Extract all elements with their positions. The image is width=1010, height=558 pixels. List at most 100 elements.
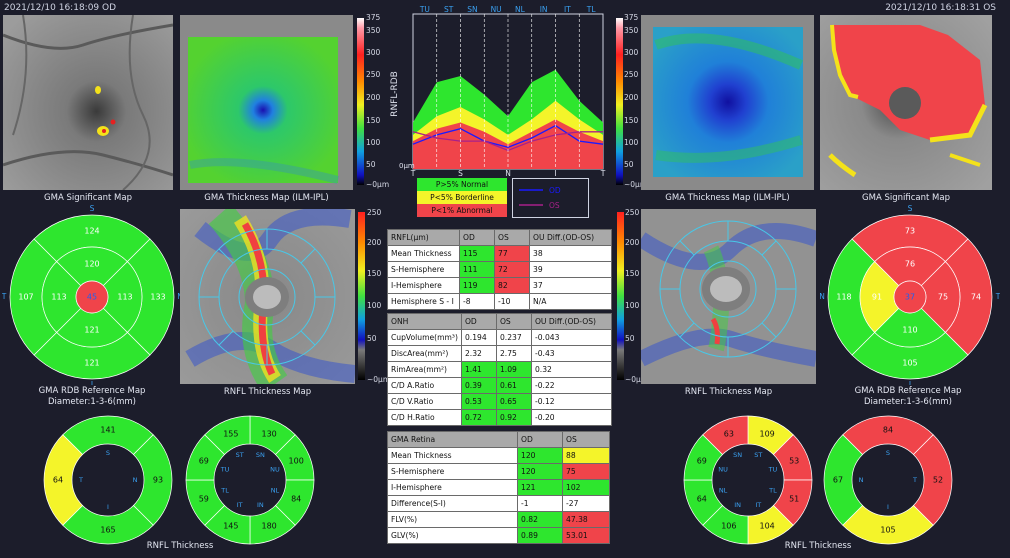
rdb-sector-label: SN [467,6,477,14]
row-label: DiscArea(mm²) [387,345,462,362]
rnfl-ring-label: S [106,449,110,457]
od-rnfl-quadrant-ring[interactable]: 141 S 93 N 165 I 64 T [40,412,176,552]
od-cell: 1.41 [460,361,497,378]
rnfl-ring-label: NL [719,486,728,494]
rdb-sector-label: IT [564,6,571,14]
rnfl-ring-value: 69 [697,456,707,465]
od-gma-significant-map[interactable] [3,15,173,190]
rnfl-ring-value: 106 [721,522,736,531]
etdrs-inner-value: 120 [84,260,99,269]
etdrs-center[interactable] [893,280,927,314]
os-rnfl-thickness-map[interactable] [641,209,816,384]
rdb-x-tick: T [410,169,416,178]
od-gma-thickness-map[interactable] [180,15,353,190]
rnfl-ring-label: SN [733,451,742,459]
rnfl-ring-value: 165 [100,526,115,535]
os-cell: 75 [562,463,610,480]
rdb-x-tick: N [505,169,511,178]
header-cell: GMA Retina [387,431,518,448]
rnfl-table: RNFL(μm) OD OS OU Diff.(OD-OS) Mean Thic… [387,229,612,310]
od-etdrs-grid[interactable]: 120 113 121 113 124 133 121 107 45 S N I T [1,204,183,389]
os-cell: -27 [562,495,610,512]
row-label: I-Hemisphere [387,479,518,496]
row-label: C/D A.Ratio [387,377,462,394]
row-label: S-Hemisphere [387,261,460,278]
table-row: Mean Thickness 115 77 38 [387,245,612,262]
row-label: S-Hemisphere [387,463,518,480]
etdrs-inner-value: 75 [938,293,948,302]
scale-tick: 100 [625,301,640,310]
os-gma-significant-map[interactable] [820,15,992,190]
diff-cell: -0.043 [530,329,613,346]
rnfl-ring-sector[interactable] [204,415,251,456]
etdrs-inner-value: 113 [117,293,132,302]
rdb-ylabel: RNFL-RDB [390,71,400,117]
os-cell: 82 [494,277,530,294]
od-gma-significant-caption: GMA Significant Map [44,193,132,203]
etdrs-direction-label: I [909,380,911,385]
rnfl-ring-sector[interactable] [702,415,749,456]
od-rnfl-thickness-caption: RNFL Thickness [146,541,214,551]
os-rnfl-map-caption: RNFL Thickness Map [684,387,773,397]
table-row: CupVolume(mm³) 0.194 0.237 -0.043 [387,329,613,346]
scale-tick: 350 [366,26,381,35]
rnfl-ring-label: IT [755,501,761,509]
rnfl-ring-value: 59 [199,495,209,504]
etdrs-direction-label: T [2,292,7,301]
etdrs-inner-value: 113 [51,293,66,302]
rnfl-ring-label: ST [236,451,244,459]
od-cell: 0.89 [517,527,563,544]
diff-cell: -0.43 [530,345,613,362]
rdb-x-tick: S [458,169,463,178]
table-row: Hemisphere S - I -8 -10 N/A [387,293,612,310]
os-etdrs-grid[interactable]: 76 75 110 91 73 74 105 118 37 S T I N [819,204,1001,389]
header-cell: OD [460,313,497,330]
rnfl-ring-value: 155 [223,429,238,438]
od-cell: 0.39 [460,377,497,394]
os-cell: 0.92 [495,409,532,426]
rnfl-ring-value: 63 [724,429,734,438]
legend-abnormal: P<1% Abnormal [417,204,507,217]
os-cell: 0.65 [495,393,532,410]
rnfl-ring-sector[interactable] [43,434,84,526]
od-cell: 121 [517,479,563,496]
od-cell: -1 [517,495,563,512]
os-cell: 72 [494,261,530,278]
row-label: CupVolume(mm³) [387,329,462,346]
os-rnfl-quadrant-ring[interactable]: 84 S 52 T 105 I 67 N [820,412,956,552]
od-cell: 119 [459,277,495,294]
rnfl-ring-label: S [886,449,890,457]
legend-os-label: OS [549,201,560,210]
rdb-x-tick: T [600,169,606,178]
os-rnfl-clock-ring[interactable]: 109 ST 53 TU 51 TL 104 IT 106 IN 64 NL 69 NU 63 SN [680,412,816,552]
row-label: C/D V.Ratio [387,393,462,410]
table-header-row: GMA Retina OD OS [387,431,610,448]
etdrs-direction-label: I [91,380,93,385]
table-header-row: ONH OD OS OU Diff.(OD-OS) [387,313,613,330]
row-label: Mean Thickness [387,447,518,464]
os-cell: 88 [562,447,610,464]
rnfl-ring-label: I [887,503,889,511]
os-gma-significant-caption: GMA Significant Map [862,193,950,203]
table-row: C/D V.Ratio 0.53 0.65 -0.12 [387,393,613,410]
rnfl-ring-label: N [133,476,138,484]
row-label: GLV(%) [387,527,518,544]
od-rnfl-clock-ring[interactable]: 130 SN 100 NU 84 NL 180 IN 145 IT 59 TL 69 TU 155 ST [182,412,318,552]
scale-tick: 300 [366,48,381,57]
os-gma-thickness-map[interactable] [641,15,814,190]
etdrs-center[interactable] [75,280,109,314]
etdrs-inner-value: 91 [872,293,882,302]
scale-tick: 250 [624,70,639,79]
rdb-sector-label: IN [540,6,548,14]
rnfl-ring-label: SN [256,451,265,459]
header-cell: OU Diff.(OD-OS) [529,229,612,246]
table-row: DiscArea(mm²) 2.32 2.75 -0.43 [387,345,613,362]
rnfl-ring-sector[interactable] [823,434,864,526]
rdb-line-od [412,124,604,148]
od-rnfl-thickness-map[interactable] [180,209,355,384]
rdb-sector-label: NU [491,6,502,14]
od-cell: 0.194 [460,329,497,346]
table-row: C/D H.Ratio 0.72 0.92 -0.20 [387,409,613,426]
rnfl-ring-label: NU [718,466,728,474]
